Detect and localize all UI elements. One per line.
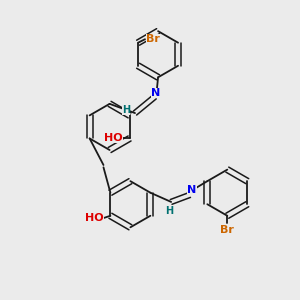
- Text: H: H: [165, 206, 173, 216]
- Text: H: H: [122, 105, 130, 115]
- Text: HO: HO: [104, 134, 123, 143]
- Text: N: N: [151, 88, 160, 98]
- Text: HO: HO: [85, 213, 104, 223]
- Text: Br: Br: [220, 225, 234, 235]
- Text: N: N: [187, 185, 196, 195]
- Text: Br: Br: [146, 34, 160, 44]
